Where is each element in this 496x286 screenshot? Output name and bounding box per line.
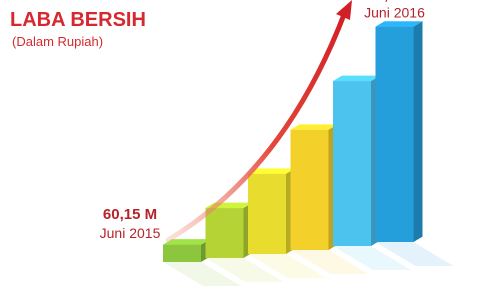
chart: LABA BERSIH (Dalam Rupiah) 60,15 M Juni 2… [0, 0, 496, 286]
bar [333, 81, 371, 246]
value-label: 90,28 M [367, 0, 421, 4]
bar [206, 208, 244, 258]
bar-side [414, 21, 423, 242]
category-label: Juni 2015 [100, 225, 161, 241]
value-label: 60,15 M [103, 206, 157, 223]
bars [163, 21, 454, 286]
chart-subtitle: (Dalam Rupiah) [12, 34, 103, 49]
bar [248, 174, 286, 254]
arrow-head [336, 0, 352, 20]
bar [376, 27, 414, 242]
bar [291, 130, 329, 250]
category-label: Juni 2016 [364, 5, 425, 21]
chart-title: LABA BERSIH [10, 9, 146, 31]
page: {"chart_data": {"type": "bar3d", "title"… [0, 0, 496, 286]
bar [163, 245, 201, 262]
